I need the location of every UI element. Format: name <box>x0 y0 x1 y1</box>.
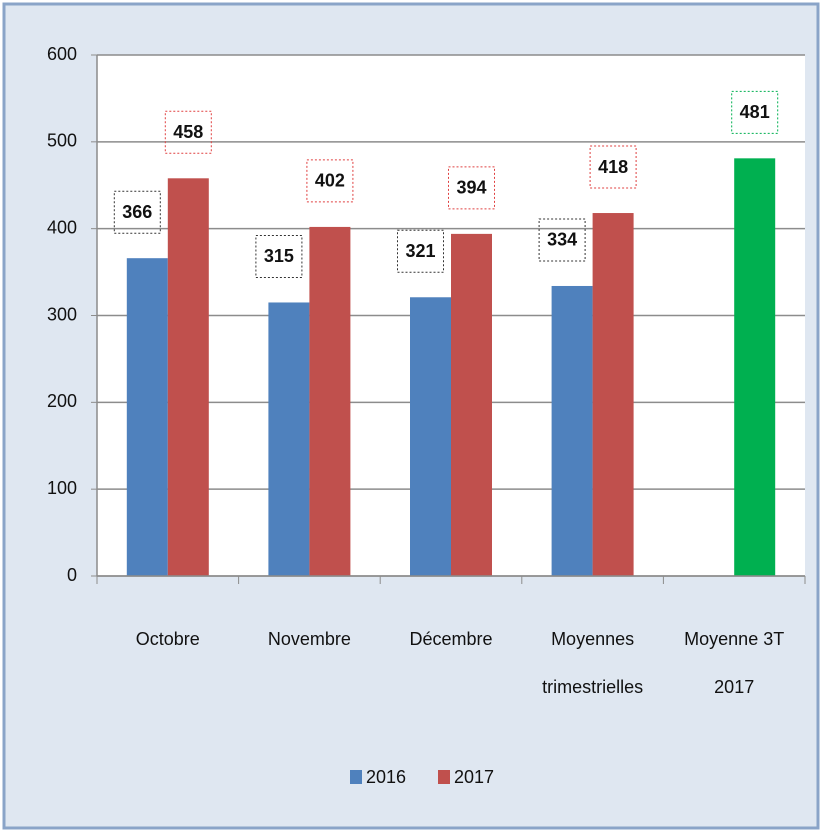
legend-swatch <box>350 770 362 784</box>
bar <box>592 213 634 576</box>
x-tick-label: Décembre <box>409 629 492 649</box>
bar <box>309 226 351 576</box>
data-label: 418 <box>598 157 628 177</box>
data-label: 315 <box>264 246 294 266</box>
legend-label: 2016 <box>366 767 406 787</box>
y-tick-label: 300 <box>47 304 77 324</box>
data-label: 458 <box>173 122 203 142</box>
x-tick-label: Octobre <box>136 629 200 649</box>
bar <box>410 297 451 576</box>
y-tick-label: 500 <box>47 131 77 151</box>
data-label: 402 <box>315 171 345 191</box>
bar <box>734 158 776 576</box>
bar <box>551 285 593 576</box>
y-tick-label: 100 <box>47 478 77 498</box>
legend-label: 2017 <box>454 767 494 787</box>
x-tick-label: Novembre <box>268 629 351 649</box>
bar <box>268 302 310 576</box>
y-tick-label: 200 <box>47 391 77 411</box>
x-tick-label: Moyennes trimestrielles <box>542 629 643 697</box>
data-label: 394 <box>456 178 486 198</box>
y-tick-label: 600 <box>47 44 77 64</box>
bar <box>126 258 168 576</box>
bar <box>167 178 209 576</box>
y-tick-label: 400 <box>47 217 77 237</box>
data-label: 321 <box>405 241 435 261</box>
y-tick-label: 0 <box>67 565 77 585</box>
data-label: 481 <box>740 102 770 122</box>
bar <box>451 233 492 577</box>
legend-swatch <box>438 770 450 784</box>
data-label: 334 <box>547 230 577 250</box>
data-label: 366 <box>122 202 152 222</box>
x-tick-label: Moyenne 3T 2017 <box>684 629 784 697</box>
